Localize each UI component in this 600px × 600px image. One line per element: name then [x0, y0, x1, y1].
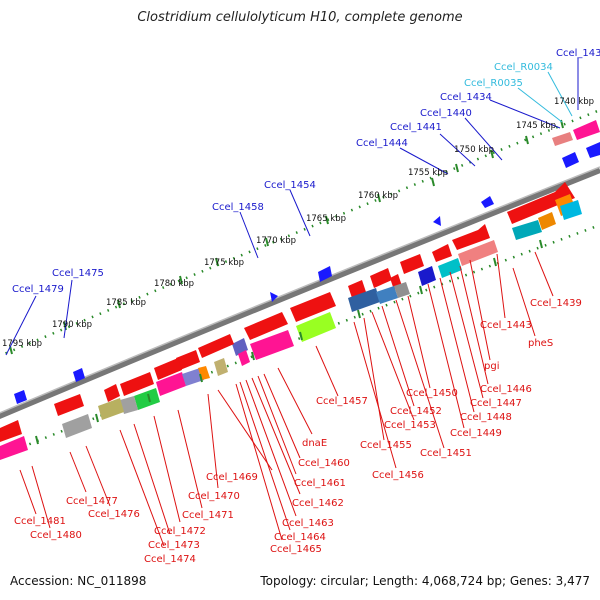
plus_strand_labels-label: Ccel_1475 — [52, 268, 104, 279]
ruler_labels-label: 1795 kbp — [2, 339, 42, 349]
minus_strand_labels-label: Ccel_1480 — [30, 530, 82, 541]
minus_strand_labels-label: Ccel_1453 — [384, 420, 436, 431]
accession-label: Accession: NC_011898 — [10, 574, 147, 588]
plus_strand_labels-label: Ccel_1444 — [356, 138, 408, 149]
map-title: Clostridium cellulolyticum H10, complete… — [137, 10, 463, 25]
minus_strand_labels-label: Ccel_1455 — [360, 440, 412, 451]
ruler_labels-label: 1740 kbp — [554, 97, 594, 107]
minus_strand_labels-label: Ccel_1443 — [480, 320, 532, 331]
genome-backbone — [0, 167, 600, 420]
minus_strand_labels-label: Ccel_1469 — [206, 472, 258, 483]
plus_strand_labels-label: Ccel_1433 — [556, 48, 600, 59]
rna-leader-lines — [517, 71, 573, 123]
ruler-labels: 1740 kbp 1745 kbp 1750 kbp 1755 kbp 1760 kbp… — [2, 97, 594, 349]
ruler_labels-label: 1785 kbp — [106, 298, 146, 308]
plus_strand_labels-label: Ccel_1441 — [390, 122, 442, 133]
ruler-ticks — [9, 119, 564, 445]
ruler_labels-label: 1790 kbp — [52, 320, 92, 330]
ruler_labels-label: 1750 kbp — [454, 145, 494, 155]
plus_strand_labels-label: Ccel_1440 — [420, 108, 472, 119]
minus-leader-lines — [19, 251, 554, 547]
rna-labels: Ccel_R0034 Ccel_R0035 — [464, 62, 553, 89]
rna_labels-label: Ccel_R0035 — [464, 78, 523, 89]
ruler_labels-label: 1765 kbp — [306, 214, 346, 224]
minus_strand_labels-label: Ccel_1473 — [148, 540, 200, 551]
ruler_labels-label: 1775 kbp — [204, 258, 244, 268]
plus_strand_labels-label: Ccel_1479 — [12, 284, 64, 295]
minus_strand_labels-label: Ccel_1448 — [460, 412, 512, 423]
minus_strand_labels-label: dnaE — [302, 438, 327, 449]
plus_strand_labels-label: Ccel_1458 — [212, 202, 264, 213]
minus_strand_labels-label: Ccel_1462 — [292, 498, 344, 509]
minus_strand_labels-label: Ccel_1447 — [470, 398, 522, 409]
minus_strand_labels-label: pheS — [528, 338, 553, 349]
genome-summary-label: Topology: circular; Length: 4,068,724 bp… — [260, 574, 590, 588]
minus_strand_labels-label: Ccel_1470 — [188, 491, 240, 502]
minus_strand_labels-label: Ccel_1456 — [372, 470, 424, 481]
minus_strand_labels-label: Ccel_1476 — [88, 509, 140, 520]
minus_strand_labels-label: Ccel_1474 — [144, 554, 196, 565]
minus_strand_labels-label: Ccel_1449 — [450, 428, 502, 439]
minus_strand_labels-label: Ccel_1439 — [530, 298, 582, 309]
minus-strand-genes — [0, 182, 582, 460]
ruler_labels-label: 1770 kbp — [256, 236, 296, 246]
plus-leader-lines — [5, 58, 579, 356]
plus_strand_labels-label: Ccel_1454 — [264, 180, 316, 191]
minus_strand_labels-label: Ccel_1464 — [274, 532, 326, 543]
ruler_labels-label: 1745 kbp — [516, 121, 556, 131]
ruler_labels-label: 1780 kbp — [154, 279, 194, 289]
minus_strand_labels-label: Ccel_1472 — [154, 526, 206, 537]
minus_strand_labels-label: Ccel_1451 — [420, 448, 472, 459]
minus_strand_labels-label: Ccel_1463 — [282, 518, 334, 529]
ruler_labels-label: 1760 kbp — [358, 191, 398, 201]
minus_strand_labels-label: Ccel_1457 — [316, 396, 368, 407]
minus_strand_labels-label: Ccel_1450 — [406, 388, 458, 399]
minus_strand_labels-label: Ccel_1481 — [14, 516, 66, 527]
plus-strand-labels: Ccel_1433 Ccel_1434 Ccel_1440 Ccel_1441 Ccel… — [12, 48, 600, 295]
minus_strand_labels-label: Ccel_1460 — [298, 458, 350, 469]
minus_strand_labels-label: Ccel_1477 — [66, 496, 118, 507]
rna_labels-label: Ccel_R0034 — [494, 62, 553, 73]
plus-strand-genes — [14, 120, 600, 404]
plus_strand_labels-label: Ccel_1434 — [440, 92, 492, 103]
minus_strand_labels-label: Ccel_1465 — [270, 544, 322, 555]
minus_strand_labels-label: Ccel_1452 — [390, 406, 442, 417]
ruler_labels-label: 1755 kbp — [408, 168, 448, 178]
minus_strand_labels-label: Ccel_1461 — [294, 478, 346, 489]
minus_strand_labels-label: Ccel_1446 — [480, 384, 532, 395]
minus_strand_labels-label: pgi — [484, 361, 499, 372]
minus_strand_labels-label: Ccel_1471 — [182, 510, 234, 521]
